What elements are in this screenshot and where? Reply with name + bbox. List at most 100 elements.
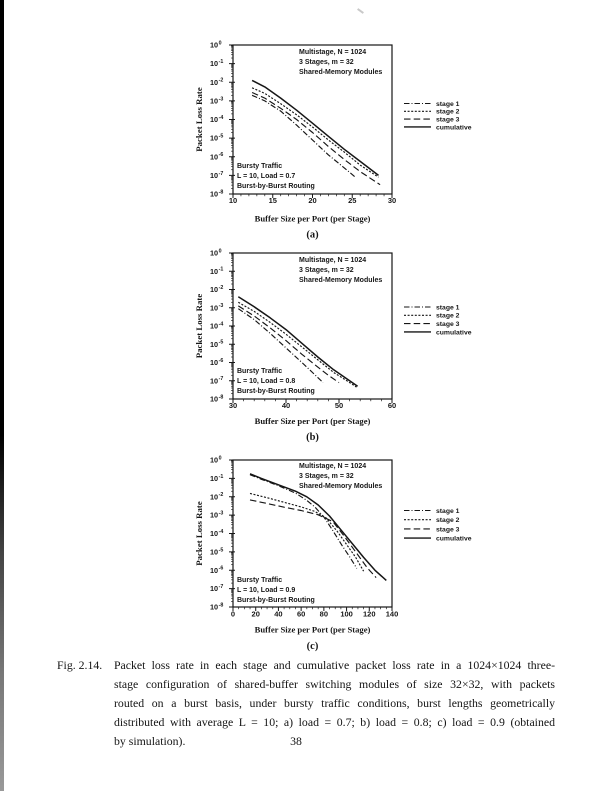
series-stage-2: [251, 87, 379, 178]
chart-b: 30 40 50 60 100 10-1 10-2 10-3 10-4 10-5 10-6 10-7 1…: [194, 248, 472, 443]
legend-item: cumulative: [404, 536, 472, 543]
legend-label: stage 2: [436, 517, 460, 524]
x-tick-label: 100: [340, 610, 353, 619]
series-stage-1: [251, 94, 356, 178]
x-tick-label: 140: [386, 610, 399, 619]
plot-condition-line: Bursty Traffic: [237, 368, 282, 375]
x-tick-label: 30: [388, 196, 396, 205]
series-cumulative: [249, 473, 387, 581]
x-tick-label: 60: [388, 401, 396, 410]
caption-line: Packet loss rate in each stage and cumul…: [114, 658, 555, 672]
legend-label: stage 1: [436, 508, 460, 515]
y-tick-label: 10-2: [210, 285, 223, 294]
plot-title-line: Shared-Memory Modules: [299, 483, 382, 490]
y-tick-label: 10-1: [210, 59, 223, 68]
legend-item: stage 3: [404, 321, 460, 328]
plot-title-line: 3 Stages, m = 32: [299, 267, 354, 274]
legend-label: cumulative: [436, 124, 472, 131]
y-tick-label: 10-4: [210, 529, 223, 538]
caption-label: Fig. 2.14.: [57, 658, 103, 672]
series-cumulative: [251, 79, 379, 176]
legend-item: cumulative: [404, 124, 472, 131]
plot-title-line: Shared-Memory Modules: [299, 69, 382, 76]
x-tick-label: 40: [282, 401, 290, 410]
y-axis-title: Packet Loss Rate: [194, 294, 204, 359]
series-stage-1: [237, 308, 324, 384]
y-tick-label: 10-7: [210, 171, 223, 180]
chart-c: 0 20 40 60 80 100 120 140 100 10-1 10-2 10-3 10-4 10-…: [194, 455, 472, 652]
y-tick-label: 10-5: [210, 134, 223, 143]
legend-label: cumulative: [436, 329, 472, 336]
x-tick-label: 50: [335, 401, 343, 410]
series-stage-3: [251, 91, 381, 186]
plot-title-line: Multistage, N = 1024: [299, 49, 366, 56]
y-tick-label: 10-6: [210, 358, 223, 367]
plot-condition-line: Burst-by-Burst Routing: [237, 183, 315, 190]
caption-line: stage configuration of shared-buffer swi…: [114, 676, 555, 691]
legend-label: stage 2: [436, 313, 460, 320]
plot-condition-line: Burst-by-Burst Routing: [237, 388, 315, 395]
y-tick-label: 10-3: [210, 303, 223, 312]
legend-label: stage 3: [436, 321, 460, 328]
plot-title-line: 3 Stages, m = 32: [299, 59, 354, 66]
caption-line: distributed with average L = 10; a) load…: [114, 714, 555, 729]
page-number: 38: [290, 733, 302, 748]
plot-condition-line: Bursty Traffic: [237, 163, 282, 170]
plot-title-line: 3 Stages, m = 32: [299, 473, 354, 480]
legend-item: stage 2: [404, 517, 460, 524]
plot-condition-line: L = 10, Load = 0.8: [237, 378, 295, 385]
y-tick-label: 10-6: [210, 566, 223, 575]
legend-item: cumulative: [404, 329, 472, 336]
x-tick-label: 20: [252, 610, 260, 619]
y-tick-label: 10-2: [210, 492, 223, 501]
legend-label: stage 1: [436, 304, 460, 311]
legend-item: stage 1: [404, 101, 460, 108]
y-tick-label: 10-3: [210, 511, 223, 520]
y-tick-label: 10-5: [210, 340, 223, 349]
x-tick-label: 15: [269, 196, 277, 205]
y-tick-label: 10-4: [210, 321, 223, 330]
x-tick-label: 0: [231, 610, 235, 619]
caption-line: by simulation).: [114, 733, 186, 748]
plot-title-line: Multistage, N = 1024: [299, 463, 366, 470]
x-tick-label: 20: [308, 196, 316, 205]
legend-label: cumulative: [436, 536, 472, 543]
subfigure-label: (a): [306, 230, 319, 241]
y-tick-label: 10-7: [210, 584, 223, 593]
y-tick-label: 10-4: [210, 115, 223, 124]
legend-label: stage 3: [436, 526, 460, 533]
y-tick-label: 10-6: [210, 152, 223, 161]
plot-condition-line: Bursty Traffic: [237, 577, 282, 584]
legend-item: stage 1: [404, 508, 460, 515]
x-tick-label: 120: [363, 610, 376, 619]
legend-item: stage 2: [404, 109, 460, 116]
y-tick-label: 10-1: [210, 474, 223, 483]
y-tick-label: 10-8: [210, 394, 223, 403]
y-axis-title: Packet Loss Rate: [194, 501, 204, 566]
x-axis-title: Buffer Size per Port (per Stage): [255, 625, 371, 635]
legend-label: stage 3: [436, 117, 460, 124]
y-tick-label: 10-3: [210, 96, 223, 105]
y-tick-label: 10-2: [210, 78, 223, 87]
y-tick-label: 100: [210, 40, 222, 49]
x-axis-title: Buffer Size per Port (per Stage): [255, 214, 371, 224]
legend-item: stage 2: [404, 313, 460, 320]
y-tick-label: 10-7: [210, 376, 223, 385]
x-tick-label: 10: [229, 196, 237, 205]
y-tick-label: 100: [210, 248, 222, 257]
x-tick-label: 25: [348, 196, 356, 205]
plot-condition-line: L = 10, Load = 0.7: [237, 173, 295, 180]
series-stage-3: [237, 305, 340, 384]
plot-title-line: Shared-Memory Modules: [299, 277, 382, 284]
series-stage-2: [249, 492, 365, 572]
x-axis-title: Buffer Size per Port (per Stage): [255, 416, 371, 426]
legend-item: stage 1: [404, 304, 460, 311]
y-tick-label: 10-8: [210, 189, 223, 198]
legend-label: stage 2: [436, 109, 460, 116]
x-tick-label: 80: [320, 610, 328, 619]
legend-item: stage 3: [404, 526, 460, 533]
y-axis-title: Packet Loss Rate: [194, 87, 204, 152]
plot-frame: [232, 44, 393, 195]
series-stage-1: [249, 474, 358, 569]
